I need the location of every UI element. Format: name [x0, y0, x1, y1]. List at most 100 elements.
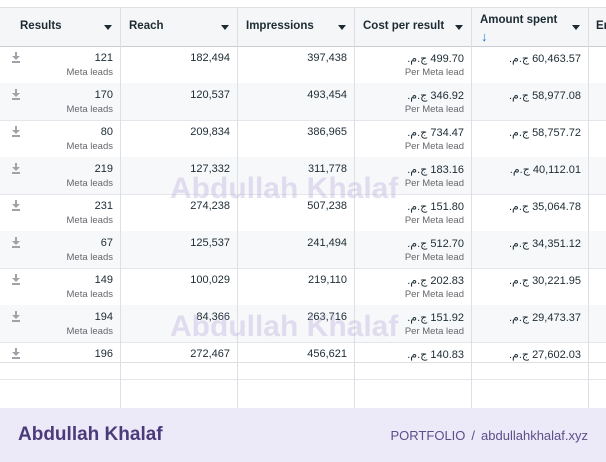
results-cell-subtext: Meta leads — [66, 178, 113, 189]
download-icon[interactable] — [11, 237, 21, 248]
download-icon[interactable] — [11, 200, 21, 211]
impressions-cell: 219,110 — [238, 268, 355, 305]
brand-name: Abdullah Khalaf — [18, 424, 163, 445]
amount-spent-cell-value: 58,757.72 ج.م. — [508, 127, 581, 139]
results-cell-subtext: Meta leads — [66, 215, 113, 226]
amount-spent-cell: 58,757.72 ج.م. — [472, 120, 589, 157]
amount-spent-cell: 60,463.57 ج.م. — [472, 46, 589, 83]
portfolio-link[interactable]: PORTFOLIO / abdullahkhalaf.xyz — [391, 428, 588, 443]
column-header-results[interactable]: Results — [0, 8, 121, 46]
download-icon[interactable] — [11, 274, 21, 285]
column-header-reach[interactable]: Reach — [121, 8, 238, 46]
amount-spent-cell-value: 35,064.78 ج.م. — [508, 201, 581, 213]
portfolio-footer: Abdullah Khalaf PORTFOLIO / abdullahkhalaf… — [0, 408, 606, 462]
reach-cell-value: 127,332 — [190, 163, 230, 175]
cost-per-result-cell-subtext: Per Meta lead — [404, 104, 464, 115]
caret-down-icon[interactable] — [104, 25, 112, 30]
table-row[interactable]: 231 Meta leads 274,238 507,238 151.80 ج.م. Pe… — [0, 194, 606, 232]
cost-per-result-cell: 151.92 ج.م. Per Meta lead — [355, 305, 472, 342]
results-cell-value: 196 — [94, 348, 113, 360]
results-cell: 149 Meta leads — [0, 268, 121, 305]
results-cell-value: 149 — [94, 274, 113, 286]
cost-per-result-cell: 499.70 ج.م. Per Meta lead — [355, 46, 472, 83]
cost-per-result-cell: 183.16 ج.م. Per Meta lead — [355, 157, 472, 194]
column-divider — [0, 363, 121, 408]
results-cell-value: 231 — [94, 200, 113, 212]
impressions-cell-value: 311,778 — [308, 163, 347, 175]
arrow-down-icon[interactable]: ↓ — [481, 29, 488, 44]
cost-per-result-cell: 512.70 ج.م. Per Meta lead — [355, 231, 472, 268]
table-row[interactable]: 194 Meta leads 84,366 263,716 151.92 ج.م. Per… — [0, 305, 606, 343]
reach-cell: 209,834 — [121, 120, 238, 157]
impressions-cell: 397,438 — [238, 46, 355, 83]
reach-cell: 84,366 — [121, 305, 238, 342]
portfolio-site[interactable]: abdullahkhalaf.xyz — [481, 428, 588, 443]
download-icon[interactable] — [11, 311, 21, 322]
column-divider — [472, 363, 589, 408]
amount-spent-cell-value: 58,977.08 ج.م. — [508, 90, 581, 102]
amount-spent-cell-value: 30,221.95 ج.م. — [508, 275, 581, 287]
reach-cell: 182,494 — [121, 46, 238, 83]
column-header-label: Impressions — [246, 20, 314, 32]
cost-per-result-cell-value: 499.70 ج.م. — [407, 53, 464, 65]
cost-per-result-cell-subtext: Per Meta lead — [404, 178, 464, 189]
cost-per-result-cell-subtext: Per Meta lead — [404, 67, 464, 78]
cost-per-result-cell-value: 202.83 ج.م. — [407, 275, 464, 287]
download-icon[interactable] — [11, 52, 21, 63]
table-row[interactable]: 121 Meta leads 182,494 397,438 499.70 ج.م. Pe… — [0, 46, 606, 84]
results-cell: 219 Meta leads — [0, 157, 121, 194]
table-row[interactable]: 80 Meta leads 209,834 386,965 734.47 ج.م. Per… — [0, 120, 606, 158]
results-cell-value: 80 — [100, 126, 113, 138]
column-divider — [238, 363, 355, 408]
column-header-ends[interactable]: En — [589, 8, 606, 46]
table-row[interactable]: 196 272,467 456,621 140.83 ج.م. 27,602.03 ج.… — [0, 342, 606, 380]
results-cell: 194 Meta leads — [0, 305, 121, 342]
cost-per-result-cell-subtext: Per Meta lead — [404, 141, 464, 152]
impressions-cell-value: 241,494 — [307, 237, 347, 249]
column-header-label: Reach — [129, 20, 164, 32]
impressions-cell: 507,238 — [238, 194, 355, 231]
results-cell-subtext: Meta leads — [66, 67, 113, 78]
impressions-cell-value: 397,438 — [307, 52, 347, 64]
reach-cell: 272,467 — [121, 342, 238, 379]
cost-per-result-cell-subtext: Per Meta lead — [404, 289, 464, 300]
caret-down-icon[interactable] — [338, 25, 346, 30]
table-row[interactable]: 170 Meta leads 120,537 493,454 346.92 ج.م. Pe… — [0, 83, 606, 121]
column-header-cost-per-result[interactable]: Cost per result — [355, 8, 472, 46]
download-icon[interactable] — [11, 126, 21, 137]
download-icon[interactable] — [11, 348, 21, 359]
reach-cell-value: 182,494 — [190, 52, 230, 64]
caret-down-icon[interactable] — [572, 25, 580, 30]
impressions-cell: 241,494 — [238, 231, 355, 268]
cost-per-result-cell: 346.92 ج.م. Per Meta lead — [355, 83, 472, 120]
table-row[interactable]: 149 Meta leads 100,029 219,110 202.83 ج.م. Pe… — [0, 268, 606, 306]
impressions-cell-value: 456,621 — [307, 348, 347, 360]
ends-cell — [589, 157, 606, 194]
cost-per-result-cell-value: 140.83 ج.م. — [407, 349, 464, 361]
results-cell: 67 Meta leads — [0, 231, 121, 268]
column-header-impressions[interactable]: Impressions — [238, 8, 355, 46]
amount-spent-cell: 40,112.01 ج.م. — [472, 157, 589, 194]
amount-spent-cell: 27,602.03 ج.م. — [472, 342, 589, 379]
amount-spent-cell-value: 27,602.03 ج.م. — [508, 349, 581, 361]
ends-cell — [589, 120, 606, 157]
ends-cell — [589, 231, 606, 268]
download-icon[interactable] — [11, 89, 21, 100]
results-cell: 170 Meta leads — [0, 83, 121, 120]
ends-cell — [589, 194, 606, 231]
table-empty-area — [0, 362, 606, 408]
ends-cell — [589, 46, 606, 83]
caret-down-icon[interactable] — [221, 25, 229, 30]
ads-results-table: Results Reach Impressions Cost per resul… — [0, 7, 606, 408]
reach-cell-value: 272,467 — [190, 348, 230, 360]
table-header: Results Reach Impressions Cost per resul… — [0, 7, 606, 47]
table-row[interactable]: 67 Meta leads 125,537 241,494 512.70 ج.م. Per… — [0, 231, 606, 269]
cost-per-result-cell: 202.83 ج.م. Per Meta lead — [355, 268, 472, 305]
column-header-amount-spent[interactable]: Amount spent ↓ — [472, 8, 589, 46]
impressions-cell: 456,621 — [238, 342, 355, 379]
download-icon[interactable] — [11, 163, 21, 174]
impressions-cell-value: 493,454 — [307, 89, 347, 101]
caret-down-icon[interactable] — [455, 25, 463, 30]
portfolio-label: PORTFOLIO — [390, 428, 466, 443]
table-row[interactable]: 219 Meta leads 127,332 311,778 183.16 ج.م. Pe… — [0, 157, 606, 195]
